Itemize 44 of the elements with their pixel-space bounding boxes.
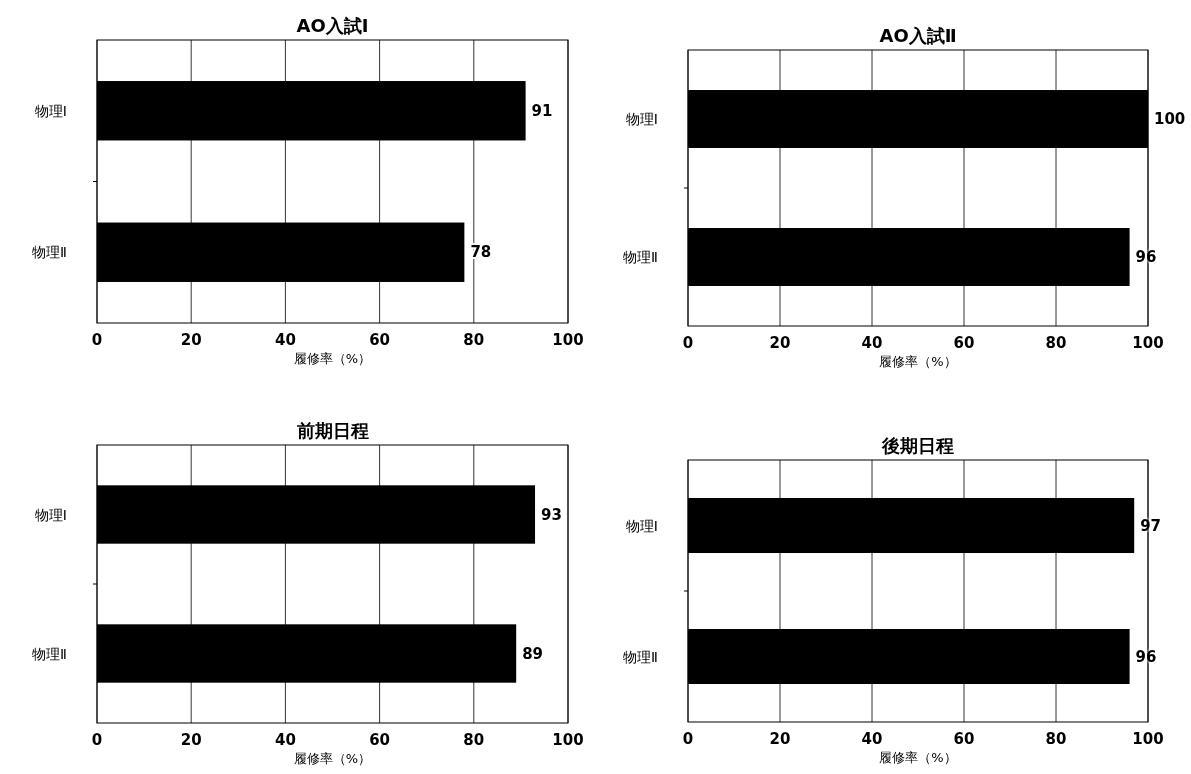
x-tick-label: 80: [1045, 334, 1067, 352]
data-label: 91: [531, 101, 553, 120]
x-tick-label: 0: [91, 331, 103, 349]
chart-title: AO入試Ⅰ: [296, 15, 369, 36]
x-tick-label: 60: [953, 730, 975, 748]
x-tick-label: 0: [682, 334, 694, 352]
y-tick-label: 物理Ⅱ: [32, 645, 67, 662]
data-label: 100: [1154, 110, 1186, 128]
x-tick-label: 80: [463, 731, 485, 749]
x-tick-label: 60: [953, 334, 975, 352]
x-tick-label: 60: [369, 731, 391, 749]
x-tick-label: 100: [552, 731, 584, 749]
y-tick-label: 物理Ⅱ: [32, 244, 67, 261]
chart-title: 前期日程: [295, 420, 369, 441]
y-tick-label: 物理Ⅰ: [34, 506, 67, 523]
x-tick-label: 100: [1132, 334, 1164, 352]
x-tick-label: 100: [1132, 730, 1164, 748]
y-tick-label: 物理Ⅰ: [625, 111, 658, 127]
x-tick-label: 80: [1045, 730, 1067, 748]
x-axis-title: 履修率（%）: [879, 354, 957, 369]
x-tick-label: 20: [180, 331, 202, 349]
y-tick-label: 物理Ⅰ: [34, 102, 67, 119]
x-tick-label: 20: [180, 731, 202, 749]
y-tick-label: 物理Ⅱ: [623, 648, 658, 665]
chart-title: AO入試Ⅱ: [879, 25, 957, 46]
chart-title: 後期日程: [881, 435, 954, 456]
x-tick-label: 80: [463, 331, 485, 349]
x-tick-label: 40: [274, 731, 296, 749]
y-tick-label: 物理Ⅰ: [625, 517, 658, 534]
x-tick-label: 40: [274, 331, 296, 349]
data-label: 93: [541, 505, 562, 524]
x-axis-title: 履修率（%）: [879, 750, 957, 765]
x-tick-label: 100: [552, 331, 584, 349]
x-tick-label: 20: [769, 334, 791, 352]
x-tick-label: 0: [682, 730, 694, 748]
x-tick-label: 40: [861, 730, 883, 748]
data-label: 89: [522, 644, 544, 663]
y-tick-label: 物理Ⅱ: [623, 249, 658, 265]
x-tick-label: 40: [861, 334, 883, 352]
x-axis-title: 履修率（%）: [293, 351, 372, 366]
x-tick-label: 0: [91, 731, 103, 749]
x-axis-title: 履修率（%）: [293, 751, 372, 766]
x-tick-label: 20: [769, 730, 791, 748]
x-tick-label: 60: [369, 331, 391, 349]
